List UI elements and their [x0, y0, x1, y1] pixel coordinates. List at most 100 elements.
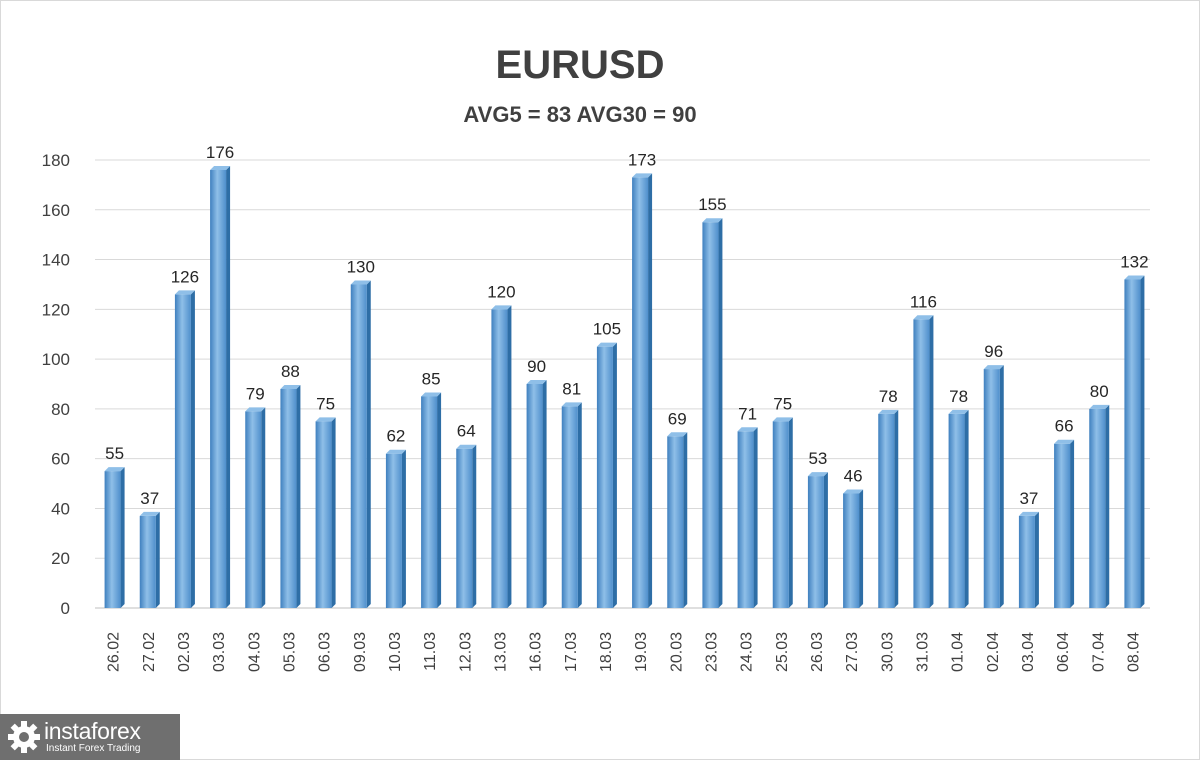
bar-top	[596, 342, 617, 347]
bar-front	[1124, 279, 1141, 608]
bar-front	[139, 515, 156, 608]
bar-front	[772, 421, 789, 608]
bar	[245, 407, 266, 608]
bar	[1054, 439, 1075, 608]
bar	[210, 165, 231, 608]
bar	[456, 444, 477, 608]
x-tick-label: 10.03	[387, 632, 404, 672]
bar-top	[350, 280, 371, 285]
bar-top	[983, 365, 1004, 370]
bar-front	[350, 284, 367, 608]
bar-front	[280, 388, 297, 608]
data-label: 75	[316, 394, 335, 413]
y-tick-label: 120	[42, 300, 70, 319]
bar-front	[913, 319, 930, 608]
data-label: 71	[738, 404, 757, 423]
data-label: 62	[386, 427, 405, 446]
bar-side	[859, 489, 864, 608]
data-label: 55	[105, 444, 124, 463]
bar-side	[648, 173, 653, 608]
bar-front	[1089, 408, 1106, 608]
bar	[1089, 404, 1110, 608]
bar	[561, 402, 582, 608]
x-tick-label: 24.03	[739, 632, 756, 672]
data-label: 78	[949, 387, 968, 406]
bar-top	[245, 407, 266, 412]
data-label: 116	[910, 292, 937, 311]
x-tick-label: 23.03	[703, 632, 720, 672]
bar-front	[948, 413, 965, 608]
data-label: 126	[171, 267, 199, 286]
x-tick-label: 08.04	[1125, 632, 1142, 672]
bar-front	[843, 493, 860, 608]
gear-icon	[8, 721, 40, 753]
bar-front	[561, 406, 578, 608]
bar-top	[772, 417, 793, 422]
bar	[104, 467, 125, 608]
x-tick-label: 09.03	[352, 632, 369, 672]
bar-top	[632, 173, 653, 178]
data-label: 78	[879, 387, 898, 406]
data-label: 75	[773, 394, 792, 413]
bar-front	[491, 309, 508, 608]
chart-title: EURUSD	[496, 43, 665, 87]
chart-subtitle: AVG5 = 83 AVG30 = 90	[463, 102, 696, 127]
bar-top	[913, 315, 934, 320]
bar	[315, 417, 336, 608]
bar-side	[155, 511, 160, 608]
bars	[104, 165, 1145, 608]
bar-top	[737, 427, 758, 432]
bar-top	[878, 409, 899, 414]
x-tick-label: 26.03	[809, 632, 826, 672]
bar-top	[807, 472, 828, 477]
bar	[526, 380, 547, 608]
data-label: 53	[808, 449, 827, 468]
bar-front	[737, 431, 754, 608]
bar	[1018, 511, 1039, 608]
bar-top	[280, 384, 301, 389]
bar	[807, 472, 828, 608]
data-label: 79	[246, 384, 265, 403]
bar-front	[596, 346, 613, 608]
bar-side	[683, 432, 688, 608]
bar-top	[561, 402, 582, 407]
bar	[948, 409, 969, 608]
bar-front	[421, 396, 438, 608]
bar-front	[667, 436, 684, 608]
bar-front	[807, 476, 824, 608]
y-tick-label: 180	[42, 151, 70, 170]
x-tick-label: 12.03	[457, 632, 474, 672]
y-tick-label: 0	[61, 599, 70, 618]
x-tick-label: 16.03	[528, 632, 545, 672]
bar-top	[174, 290, 195, 295]
y-axis: 0 20 40 60 80 100 120 140 160 180	[42, 151, 70, 618]
bar	[667, 432, 688, 608]
y-tick-label: 140	[42, 251, 70, 270]
x-tick-label: 31.03	[914, 632, 931, 672]
data-label: 37	[140, 489, 159, 508]
data-label: 173	[628, 150, 656, 169]
bar-side	[472, 444, 477, 608]
bar-side	[401, 449, 406, 608]
bar-side	[296, 384, 301, 608]
bar	[843, 489, 864, 608]
bar	[350, 280, 371, 608]
bar	[737, 427, 758, 608]
bar	[702, 218, 723, 608]
y-tick-label: 20	[51, 549, 70, 568]
bar-top	[385, 449, 406, 454]
bar-side	[964, 409, 969, 608]
bar-front	[526, 384, 543, 608]
bar-top	[139, 511, 160, 516]
y-tick-label: 60	[51, 450, 70, 469]
x-tick-label: 04.03	[246, 632, 263, 672]
bar-side	[190, 290, 195, 608]
data-label: 81	[562, 379, 581, 398]
bar-side	[437, 392, 442, 608]
bar	[913, 315, 934, 608]
bar-side	[894, 409, 899, 608]
x-tick-label: 19.03	[633, 632, 650, 672]
bar	[491, 305, 512, 608]
x-tick-label: 02.03	[176, 632, 193, 672]
data-label: 66	[1055, 417, 1074, 436]
